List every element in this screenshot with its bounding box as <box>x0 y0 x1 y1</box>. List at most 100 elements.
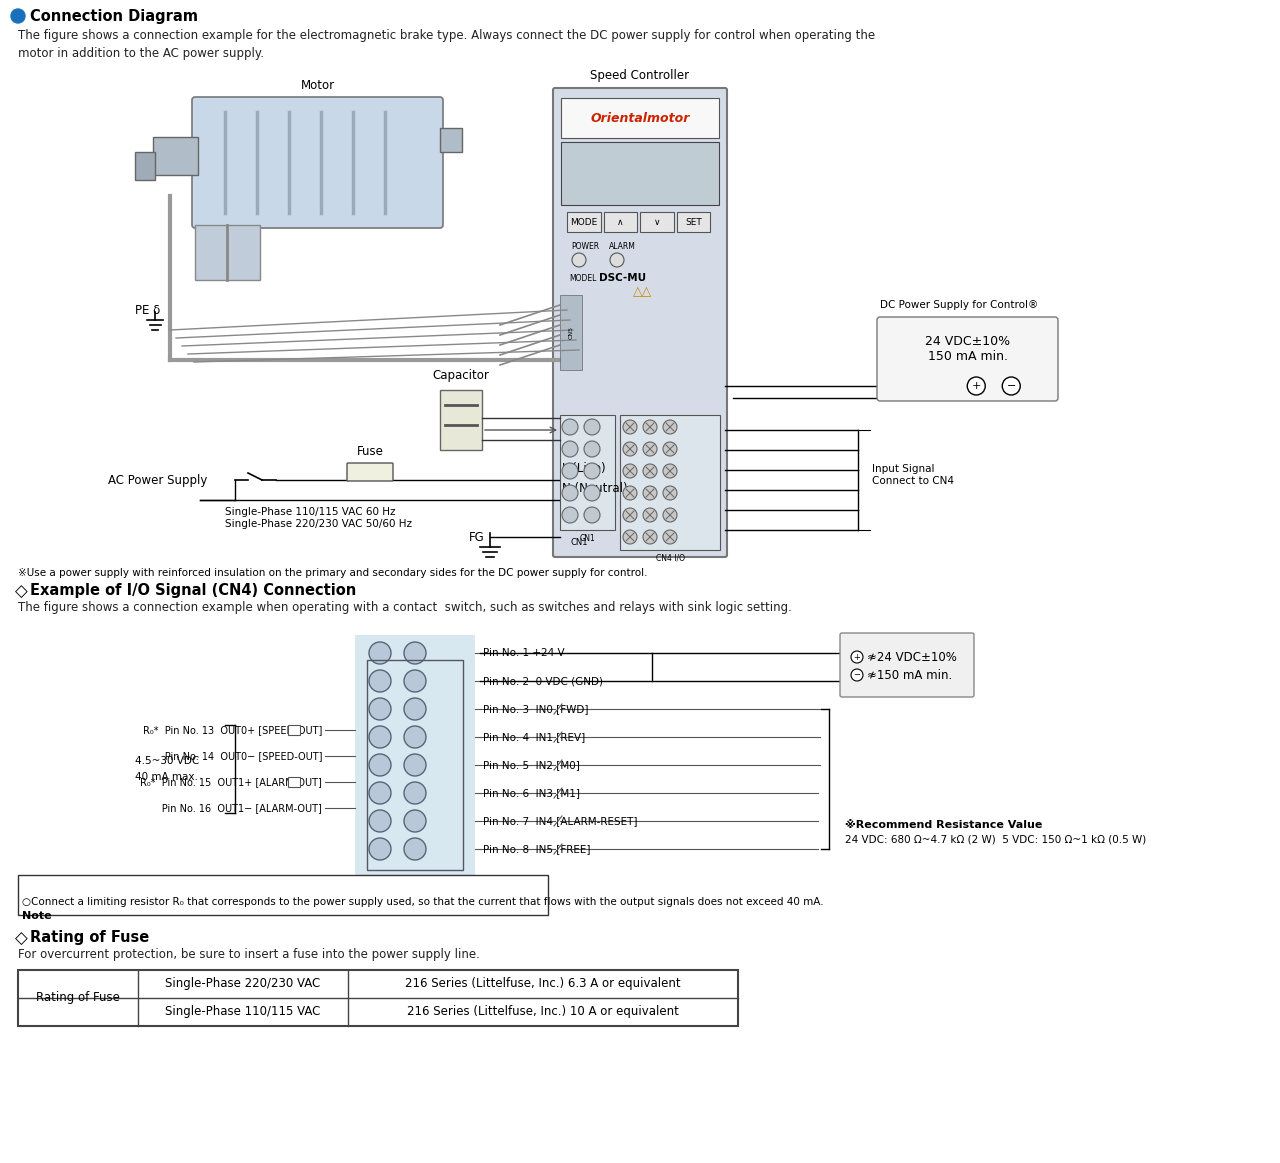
Bar <box>620 415 719 550</box>
Text: Note: Note <box>22 911 51 921</box>
Text: MODEL: MODEL <box>570 273 596 283</box>
Circle shape <box>404 754 426 776</box>
Circle shape <box>369 809 390 832</box>
Bar <box>134 152 155 180</box>
Text: AC Power Supply: AC Power Supply <box>108 473 207 486</box>
Text: Pin No. 6  IN3 [M1]: Pin No. 6 IN3 [M1] <box>483 789 580 798</box>
FancyBboxPatch shape <box>553 88 727 557</box>
Bar <box>440 390 483 450</box>
Text: CN1: CN1 <box>580 534 595 542</box>
Text: 4.5~30 VDC: 4.5~30 VDC <box>134 756 200 766</box>
Text: Pin No. 1 +24 V: Pin No. 1 +24 V <box>483 648 564 658</box>
Bar <box>18 970 739 1026</box>
Circle shape <box>369 670 390 692</box>
Bar <box>288 725 300 735</box>
Circle shape <box>369 726 390 748</box>
Bar <box>561 98 719 138</box>
Circle shape <box>404 698 426 720</box>
Circle shape <box>663 508 677 522</box>
Text: ◇: ◇ <box>15 930 28 948</box>
Circle shape <box>663 530 677 544</box>
Text: CN1: CN1 <box>571 538 589 547</box>
Text: Pin No. 16  OUT1− [ALARM-OUT]: Pin No. 16 OUT1− [ALARM-OUT] <box>143 802 323 813</box>
FancyBboxPatch shape <box>192 97 443 228</box>
Circle shape <box>404 839 426 859</box>
Text: N (Neutral): N (Neutral) <box>562 481 627 495</box>
Circle shape <box>663 486 677 500</box>
Text: Orientalmotor: Orientalmotor <box>590 112 690 124</box>
Circle shape <box>369 839 390 859</box>
Text: ∨: ∨ <box>653 217 660 227</box>
Text: +: + <box>972 381 980 391</box>
Circle shape <box>584 419 600 435</box>
FancyBboxPatch shape <box>840 633 974 697</box>
Text: Pin No. 5  IN2 [M0]: Pin No. 5 IN2 [M0] <box>483 759 580 770</box>
Circle shape <box>562 463 579 479</box>
Bar <box>440 128 462 152</box>
Text: Single-Phase 110/115 VAC 60 Hz: Single-Phase 110/115 VAC 60 Hz <box>225 507 396 518</box>
Text: ∧: ∧ <box>617 217 623 227</box>
Circle shape <box>584 441 600 457</box>
Text: 40 mA max.: 40 mA max. <box>134 772 198 782</box>
Text: POWER: POWER <box>571 242 599 251</box>
Text: ※Recommend Resistance Value: ※Recommend Resistance Value <box>845 820 1042 830</box>
Text: PE δ: PE δ <box>134 304 160 316</box>
Circle shape <box>643 486 657 500</box>
Bar <box>561 295 582 370</box>
Text: L (Live): L (Live) <box>562 462 605 475</box>
Text: Pin No. 14  OUT0− [SPEED-OUT]: Pin No. 14 OUT0− [SPEED-OUT] <box>146 751 323 761</box>
Circle shape <box>562 507 579 523</box>
Text: SET: SET <box>685 217 701 227</box>
Text: ◇: ◇ <box>15 583 28 601</box>
Text: Single-Phase 220/230 VAC 50/60 Hz: Single-Phase 220/230 VAC 50/60 Hz <box>225 519 412 529</box>
Bar <box>195 224 260 280</box>
Circle shape <box>562 419 579 435</box>
Circle shape <box>623 530 637 544</box>
Circle shape <box>369 754 390 776</box>
Bar <box>640 212 673 231</box>
Text: −: − <box>1006 381 1016 391</box>
Circle shape <box>404 726 426 748</box>
Circle shape <box>404 809 426 832</box>
Text: R₀*  Pin No. 13  OUT0+ [SPEED-OUT]: R₀* Pin No. 13 OUT0+ [SPEED-OUT] <box>142 725 323 735</box>
Circle shape <box>663 442 677 456</box>
Text: Pin No. 2  0 VDC (GND): Pin No. 2 0 VDC (GND) <box>483 676 603 686</box>
Text: FG: FG <box>470 530 485 543</box>
Circle shape <box>369 698 390 720</box>
Circle shape <box>643 508 657 522</box>
Text: ※Use a power supply with reinforced insulation on the primary and secondary side: ※Use a power supply with reinforced insu… <box>18 568 648 578</box>
Bar <box>154 137 198 174</box>
Circle shape <box>623 508 637 522</box>
Text: Pin No. 3  IN0 [FWD]: Pin No. 3 IN0 [FWD] <box>483 704 589 714</box>
Text: ALARM: ALARM <box>609 242 636 251</box>
Text: Rating of Fuse: Rating of Fuse <box>36 992 120 1005</box>
Bar <box>288 777 300 787</box>
Text: Single-Phase 110/115 VAC: Single-Phase 110/115 VAC <box>165 1006 321 1019</box>
Text: CN4 I/O: CN4 I/O <box>655 554 685 563</box>
Text: CN5: CN5 <box>568 326 573 338</box>
Text: Single-Phase 220/230 VAC: Single-Phase 220/230 VAC <box>165 977 320 991</box>
Bar <box>18 875 548 915</box>
Circle shape <box>623 420 637 434</box>
Circle shape <box>584 485 600 501</box>
Bar <box>561 142 719 205</box>
Text: Input Signal
Connect to CN4: Input Signal Connect to CN4 <box>872 464 954 486</box>
Circle shape <box>562 441 579 457</box>
Text: ≉150 mA min.: ≉150 mA min. <box>867 669 952 682</box>
Text: DC Power Supply for Control®: DC Power Supply for Control® <box>879 300 1038 311</box>
Text: Rating of Fuse: Rating of Fuse <box>29 930 150 946</box>
Bar <box>567 212 600 231</box>
Circle shape <box>404 670 426 692</box>
Text: Pin No. 4  IN1 [REV]: Pin No. 4 IN1 [REV] <box>483 732 585 742</box>
Circle shape <box>404 782 426 804</box>
Circle shape <box>369 642 390 664</box>
Text: Capacitor: Capacitor <box>433 369 489 381</box>
Bar <box>677 212 710 231</box>
Circle shape <box>584 507 600 523</box>
Circle shape <box>968 377 986 395</box>
Circle shape <box>572 254 586 267</box>
Circle shape <box>623 464 637 478</box>
Text: +: + <box>854 652 860 662</box>
Bar <box>367 659 463 870</box>
Circle shape <box>663 420 677 434</box>
